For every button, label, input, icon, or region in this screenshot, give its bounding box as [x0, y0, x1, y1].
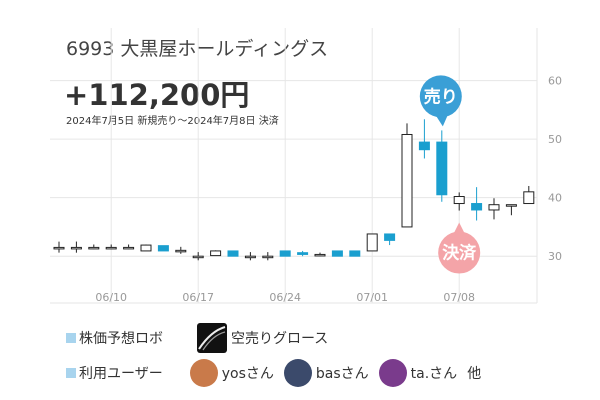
candle-body	[384, 233, 396, 241]
user-name: ta.さん	[410, 366, 458, 382]
candle-body	[105, 246, 117, 250]
others-label: 他	[467, 366, 482, 382]
candle	[53, 241, 65, 253]
user-entry[interactable]: yosさん	[189, 359, 274, 387]
candle-body	[366, 233, 378, 252]
legend-users-row: 利用ユーザー yosさん basさん ta.さん 他	[66, 359, 481, 387]
y-tick-label: 60	[548, 75, 562, 88]
candle	[123, 244, 135, 250]
predictor-label: 株価予想ロボ	[79, 331, 163, 347]
candle	[88, 244, 100, 250]
sell-bubble	[419, 75, 462, 118]
candle	[262, 252, 274, 261]
legend-square-icon	[66, 333, 76, 343]
candle	[227, 250, 239, 257]
candle	[384, 233, 396, 246]
candle-body	[436, 141, 448, 196]
candle-body	[488, 204, 500, 211]
candle	[349, 250, 361, 257]
user-name: basさん	[315, 366, 369, 382]
settle-label: 決済	[442, 243, 477, 264]
user-name: yosさん	[221, 366, 274, 382]
candle-body	[297, 252, 309, 255]
legend-predictor-row: 株価予想ロボ 空売りグロース	[66, 323, 328, 353]
candle-body	[210, 250, 222, 257]
candle-body	[175, 249, 187, 253]
candle	[436, 130, 448, 202]
settle-bubble	[438, 231, 481, 274]
y-tick-label: 50	[548, 133, 562, 146]
candle	[105, 244, 117, 250]
candle-body	[418, 141, 430, 151]
candle	[418, 119, 430, 159]
candle	[297, 250, 309, 257]
candle	[523, 185, 535, 205]
candle	[453, 192, 465, 211]
candle	[401, 123, 413, 228]
candle-body	[453, 196, 465, 205]
sell-pointer	[433, 110, 450, 127]
candle-body	[505, 204, 517, 207]
candle	[210, 250, 222, 257]
candle-body	[157, 245, 169, 252]
robot-icon	[197, 323, 227, 353]
candle-body	[123, 246, 135, 250]
candle-body	[279, 250, 291, 257]
stock-title: 6993 大黒屋ホールディングス	[66, 38, 329, 60]
candle	[314, 252, 326, 257]
x-tick-label: 06/10	[95, 291, 127, 304]
character-avatar-icon	[378, 359, 407, 387]
candle-body	[70, 246, 82, 250]
legend-square-icon	[66, 368, 76, 378]
y-tick-label: 40	[548, 192, 562, 205]
candle	[279, 250, 291, 257]
y-tick-label: 30	[548, 250, 562, 263]
candle-body	[314, 253, 326, 257]
candle	[366, 233, 378, 252]
x-tick-label: 07/01	[356, 291, 388, 304]
candle-body	[471, 203, 483, 211]
candle-body	[53, 246, 65, 250]
candle	[331, 250, 343, 257]
candle-body	[227, 250, 239, 257]
candle-body	[244, 255, 256, 259]
candle	[192, 252, 204, 261]
candle	[471, 187, 483, 221]
candle	[140, 244, 152, 252]
candle	[157, 245, 169, 252]
trade-period: 2024年7月5日 新規売り～2024年7月8日 決済	[66, 116, 279, 127]
x-tick-label: 06/17	[182, 291, 214, 304]
candle	[488, 198, 500, 220]
user-list: yosさん basさん ta.さん	[189, 359, 467, 387]
user-entry[interactable]: basさん	[283, 359, 369, 387]
candle-body	[349, 250, 361, 257]
robot-name[interactable]: 空売りグロース	[231, 331, 329, 347]
candle-body	[140, 244, 152, 252]
bee-avatar-icon	[283, 359, 312, 387]
candle-body	[262, 255, 274, 259]
users-label: 利用ユーザー	[79, 366, 163, 382]
x-tick-label: 07/08	[443, 291, 475, 304]
candle-body	[401, 133, 413, 228]
person-avatar-icon	[189, 359, 218, 387]
user-entry[interactable]: ta.さん	[378, 359, 458, 387]
sell-marker: 売り	[419, 75, 462, 127]
x-tick-label: 06/24	[269, 291, 301, 304]
sell-label: 売り	[424, 86, 458, 107]
candle	[505, 204, 517, 216]
candle-body	[331, 250, 343, 257]
candle-body	[192, 255, 204, 259]
candle	[244, 252, 256, 261]
candle	[175, 246, 187, 254]
candle-body	[88, 246, 100, 250]
profit-amount: +112,200円	[64, 78, 250, 112]
candle-body	[523, 191, 535, 205]
candle	[70, 241, 82, 253]
settle-marker: 決済	[438, 222, 481, 274]
